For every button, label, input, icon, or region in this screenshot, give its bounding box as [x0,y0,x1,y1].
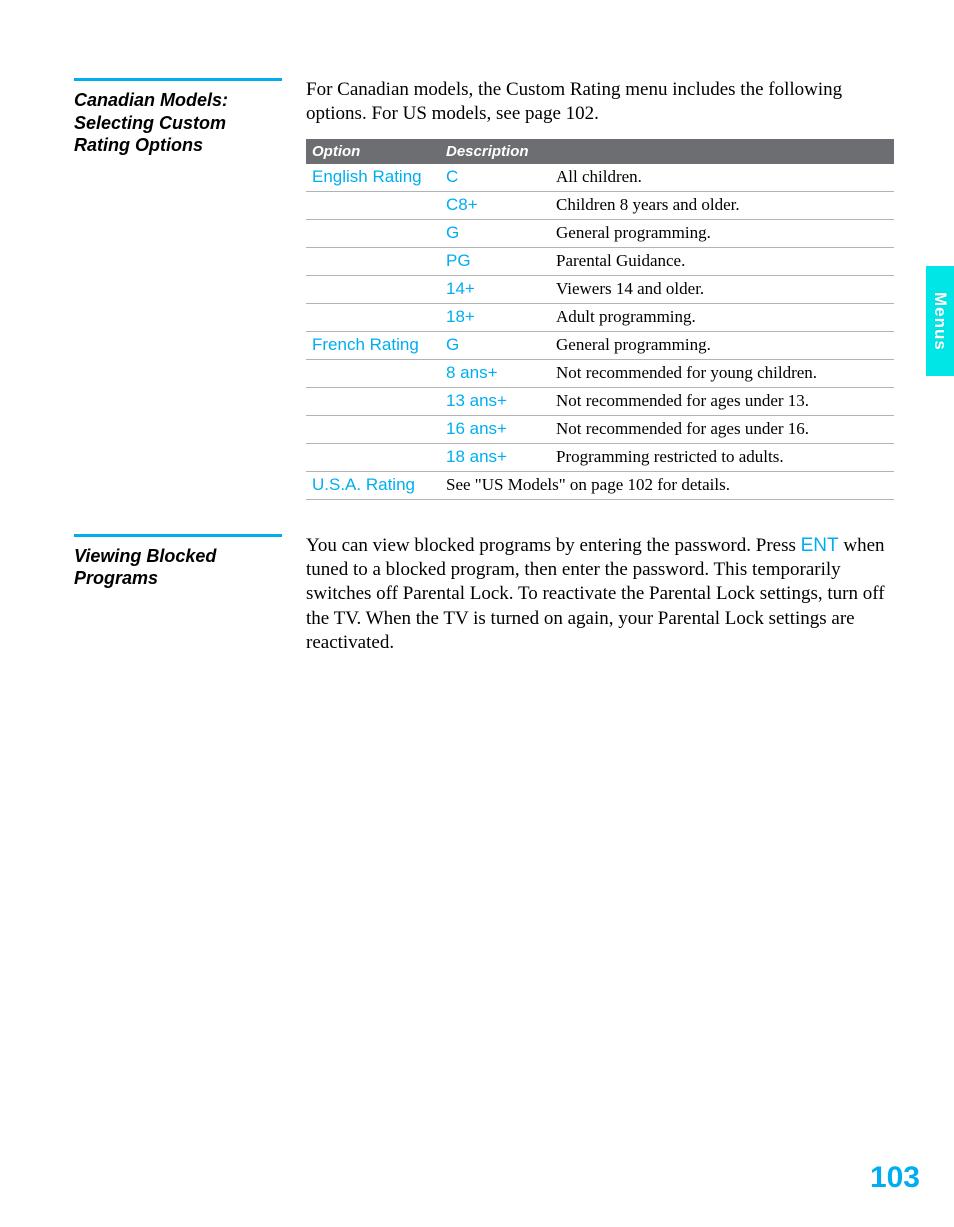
cell-desc: Not recommended for young children. [550,359,894,387]
cell-desc: Programming restricted to adults. [550,443,894,471]
body-paragraph: You can view blocked programs by enterin… [306,534,894,656]
th-description: Description [440,139,894,164]
cell-option: English Rating [306,164,440,192]
cell-code: 16 ans+ [440,415,550,443]
cell-desc: Viewers 14 and older. [550,275,894,303]
cell-desc: Parental Guidance. [550,247,894,275]
section-heading-column: Canadian Models: Selecting Custom Rating… [74,78,282,500]
table-row: G General programming. [306,219,894,247]
cell-option: U.S.A. Rating [306,471,440,499]
table-row: 18 ans+ Programming restricted to adults… [306,443,894,471]
cell-code: G [440,219,550,247]
cell-desc: See "US Models" on page 102 for details. [440,471,894,499]
table-row: 14+ Viewers 14 and older. [306,275,894,303]
th-option: Option [306,139,440,164]
section-body: You can view blocked programs by enterin… [306,534,894,656]
cell-code: 18+ [440,303,550,331]
cell-option [306,219,440,247]
page-number: 103 [870,1161,920,1195]
section-heading: Canadian Models: Selecting Custom Rating… [74,89,282,157]
section-heading-column: Viewing Blocked Programs [74,534,282,656]
cell-option [306,275,440,303]
side-tab: Menus [926,266,954,376]
table-row: French Rating G General programming. [306,331,894,359]
cell-option [306,191,440,219]
cell-code: C [440,164,550,192]
table-row: C8+ Children 8 years and older. [306,191,894,219]
cell-desc: Not recommended for ages under 13. [550,387,894,415]
cell-option [306,303,440,331]
section-viewing-blocked: Viewing Blocked Programs You can view bl… [74,534,894,656]
cell-option [306,443,440,471]
table-row: English Rating C All children. [306,164,894,192]
cell-desc: General programming. [550,331,894,359]
cell-code: 13 ans+ [440,387,550,415]
cell-code: 18 ans+ [440,443,550,471]
table-row-footer: U.S.A. Rating See "US Models" on page 10… [306,471,894,499]
ent-key-label: ENT [801,535,839,556]
cell-code: C8+ [440,191,550,219]
cell-option: French Rating [306,331,440,359]
heading-rule [74,534,282,537]
cell-desc: Not recommended for ages under 16. [550,415,894,443]
cell-desc: Children 8 years and older. [550,191,894,219]
side-tab-label: Menus [930,292,950,351]
cell-option [306,359,440,387]
ratings-table: Option Description English Rating C All … [306,139,894,500]
cell-code: 8 ans+ [440,359,550,387]
table-header-row: Option Description [306,139,894,164]
para-text-pre: You can view blocked programs by enterin… [306,535,801,556]
cell-desc: General programming. [550,219,894,247]
cell-desc: All children. [550,164,894,192]
section-canadian-models: Canadian Models: Selecting Custom Rating… [74,78,894,500]
table-row: 18+ Adult programming. [306,303,894,331]
intro-paragraph: For Canadian models, the Custom Rating m… [306,78,894,127]
cell-option [306,247,440,275]
cell-code: 14+ [440,275,550,303]
section-body: For Canadian models, the Custom Rating m… [306,78,894,500]
heading-rule [74,78,282,81]
table-row: 16 ans+ Not recommended for ages under 1… [306,415,894,443]
table-row: 8 ans+ Not recommended for young childre… [306,359,894,387]
cell-option [306,387,440,415]
table-row: PG Parental Guidance. [306,247,894,275]
cell-code: G [440,331,550,359]
cell-code: PG [440,247,550,275]
cell-option [306,415,440,443]
section-heading: Viewing Blocked Programs [74,545,282,590]
page: Canadian Models: Selecting Custom Rating… [0,0,954,1227]
table-row: 13 ans+ Not recommended for ages under 1… [306,387,894,415]
cell-desc: Adult programming. [550,303,894,331]
